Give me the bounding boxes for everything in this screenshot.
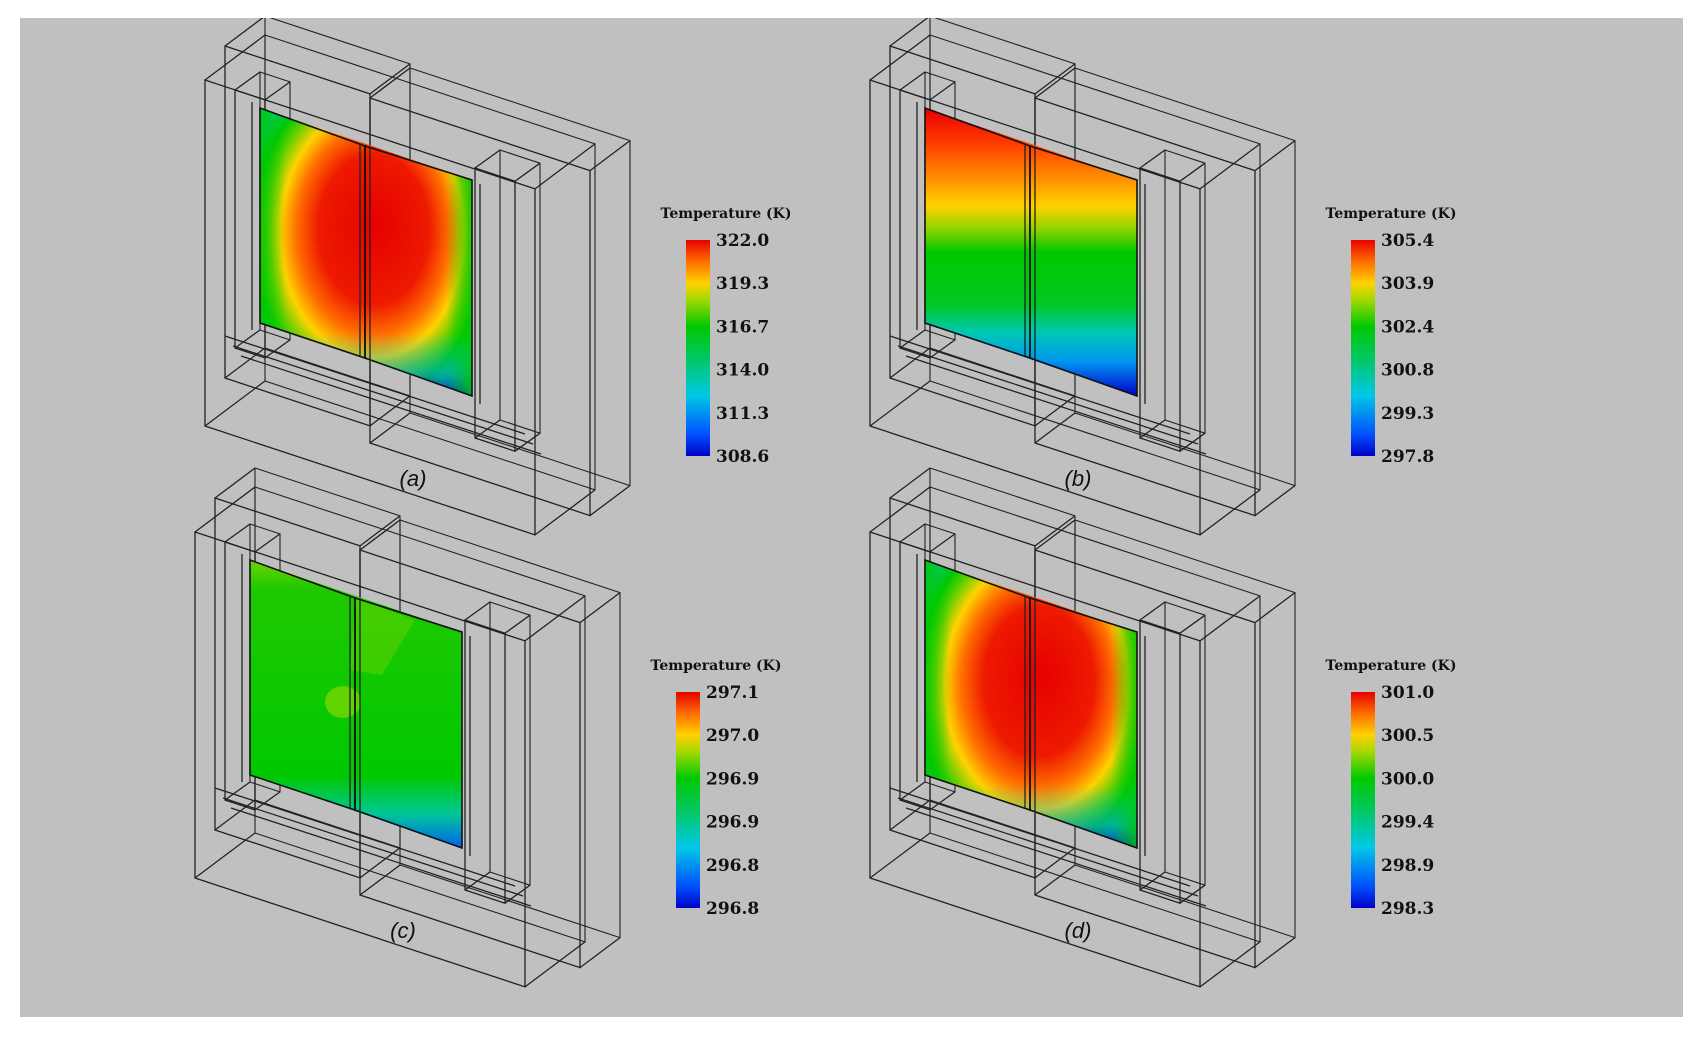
panel-d: Temperature (K) 301.0 300.5 300.0 299.4 298.9… xyxy=(869,467,1457,988)
colorbar-tick-label: 302.4 xyxy=(1381,317,1434,337)
panel-caption: (a) xyxy=(400,466,427,491)
colorbar-tick-label: 300.0 xyxy=(1381,769,1434,789)
colorbar-tick-label: 316.7 xyxy=(716,317,769,337)
panel-b: Temperature (K) 305.4 303.9 302.4 300.8 299.3… xyxy=(869,18,1457,536)
colorbar-tick-label: 297.1 xyxy=(706,683,759,703)
colorbar-tick-label: 314.0 xyxy=(716,361,769,381)
colorbar-tick-label: 299.4 xyxy=(1381,813,1434,833)
colorbar xyxy=(1351,240,1375,456)
legend-title: Temperature (K) xyxy=(651,658,782,674)
colorbar-tick-label: 298.9 xyxy=(1381,856,1434,876)
colorbar-tick-label: 296.8 xyxy=(706,856,759,876)
colorbar xyxy=(676,692,700,908)
colorbar-tick-label: 299.3 xyxy=(1381,404,1434,424)
warm-plume xyxy=(350,598,415,675)
temperature-contour-figure: Temperature (K) 322.0 319.3 316.7 314.0 311.3… xyxy=(194,18,1457,988)
colorbar xyxy=(686,240,710,456)
colorbar-tick-label: 300.5 xyxy=(1381,726,1434,746)
colorbar-tick-label: 297.8 xyxy=(1381,447,1434,467)
colorbar-tick-label: 319.3 xyxy=(716,274,769,294)
colorbar xyxy=(1351,692,1375,908)
colorbar-tick-label: 296.9 xyxy=(706,813,759,833)
figure-panel: Temperature (K) 322.0 319.3 316.7 314.0 311.3… xyxy=(20,18,1683,1017)
colorbar-tick-label: 300.8 xyxy=(1381,361,1434,381)
legend-title: Temperature (K) xyxy=(1326,206,1457,222)
panel-caption: (b) xyxy=(1065,466,1092,491)
panel-c: Temperature (K) 297.1 297.0 296.9 296.9 296.8… xyxy=(194,467,782,988)
legend-title: Temperature (K) xyxy=(1326,658,1457,674)
panel-a: Temperature (K) 322.0 319.3 316.7 314.0 311.3… xyxy=(204,18,792,536)
colorbar-tick-label: 297.0 xyxy=(706,726,759,746)
panel-caption: (d) xyxy=(1065,918,1092,943)
legend-title: Temperature (K) xyxy=(661,206,792,222)
colorbar-tick-label: 305.4 xyxy=(1381,231,1434,251)
colorbar-tick-label: 303.9 xyxy=(1381,274,1434,294)
colorbar-tick-label: 311.3 xyxy=(716,404,769,424)
panel-caption: (c) xyxy=(390,918,416,943)
colorbar-tick-label: 298.3 xyxy=(1381,899,1434,919)
colorbar-tick-label: 296.9 xyxy=(706,769,759,789)
glazing-contour-surface xyxy=(925,108,1137,396)
colorbar-tick-label: 301.0 xyxy=(1381,683,1434,703)
warm-spot xyxy=(325,686,361,718)
colorbar-tick-label: 296.8 xyxy=(706,899,759,919)
colorbar-tick-label: 308.6 xyxy=(716,447,769,467)
colorbar-tick-label: 322.0 xyxy=(716,231,769,251)
